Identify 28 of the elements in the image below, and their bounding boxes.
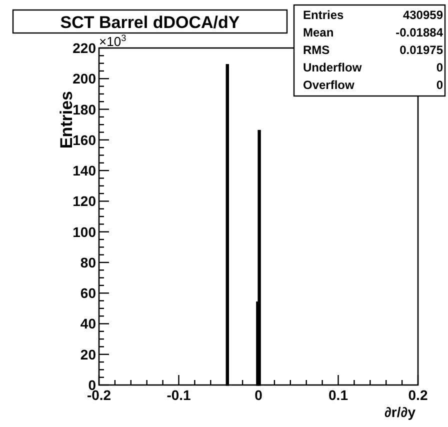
y-tick-label: 20 <box>80 346 96 362</box>
y-tick-label: 220 <box>72 40 96 56</box>
annotation: 0.01975 <box>400 43 444 57</box>
y-tick-label: 160 <box>72 132 96 148</box>
annotation: ×10$^{3}$ <box>99 33 126 49</box>
y-tick-label: 140 <box>72 162 96 179</box>
text: 0 <box>436 78 444 92</box>
y-tick-label: 40 <box>80 316 96 332</box>
y-tick-label: 120 <box>72 193 96 210</box>
y-tick-label: 180 <box>72 101 96 118</box>
x-tick-label: 0.1 <box>328 387 348 403</box>
text: 430959 <box>402 8 444 22</box>
y-tick-label: 200 <box>72 70 96 87</box>
annotation: RMS <box>303 43 330 57</box>
y-tick-label: 60 <box>80 285 96 302</box>
x-axis-title: ∂r/∂y <box>384 404 416 420</box>
chart-title: SCT Barrel dDOCA/dY <box>60 13 240 32</box>
text: -0.01884 <box>396 26 444 40</box>
y-tick-label: 80 <box>80 254 96 270</box>
text: 0 <box>436 60 444 74</box>
y-tick-label: 100 <box>72 224 96 240</box>
text: Entries <box>303 8 344 22</box>
x-tick-label: 0 <box>254 387 263 403</box>
annotation: Overflow <box>303 78 356 92</box>
annotation: Underflow <box>303 60 362 74</box>
x-tick-label: 0.2 <box>408 387 428 403</box>
x-tick-label: -0.1 <box>166 387 192 403</box>
text: Mean <box>303 26 334 40</box>
